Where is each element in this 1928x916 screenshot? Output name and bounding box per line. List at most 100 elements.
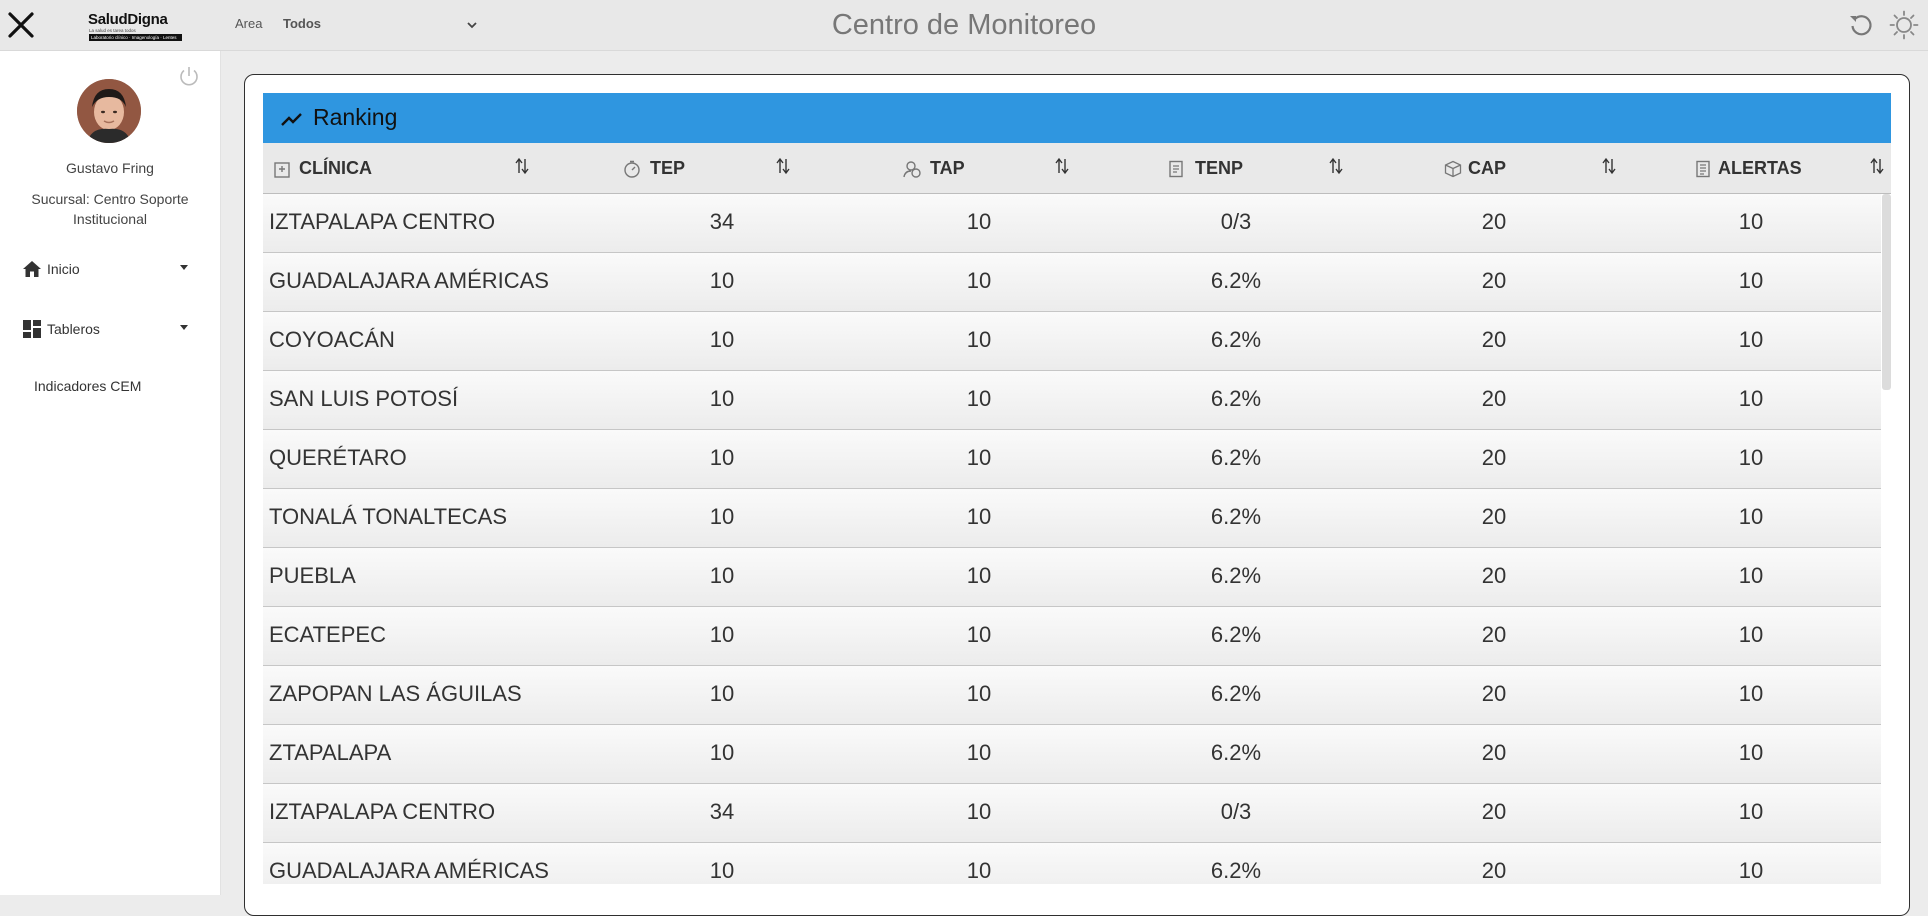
cell-alertas: 10 (1738, 445, 1764, 470)
column-label: TAP (930, 158, 965, 178)
cell-tap: 10 (966, 504, 992, 529)
page-title: Centro de Monitoreo (831, 9, 1097, 41)
cell-tap: 10 (966, 681, 992, 706)
logo-tagline: La salud es tarea todos (89, 28, 136, 33)
column-label: ALERTAS (1718, 158, 1802, 178)
cell-alertas: 10 (1738, 799, 1764, 824)
table-row[interactable]: QUERÉTARO 10 10 6.2% 20 10 (263, 430, 1881, 489)
column-label: TENP (1195, 158, 1244, 178)
sidebar-item-inicio[interactable]: Inicio (0, 249, 220, 289)
cell-cap: 20 (1481, 681, 1507, 706)
table-body: IZTAPALAPA CENTRO 34 10 0/3 20 10 GUADAL… (263, 194, 1891, 884)
timer-icon (624, 160, 640, 178)
column-alertas: ALERTAS (1694, 143, 1889, 193)
cell-tap: 10 (966, 563, 992, 588)
cell-cap: 20 (1481, 858, 1507, 883)
column-cap: CAP (1444, 143, 1634, 193)
table-row[interactable]: COYOACÁN 10 10 6.2% 20 10 (263, 312, 1881, 371)
dashboard-icon (23, 320, 41, 338)
sort-icon[interactable] (514, 157, 530, 175)
power-icon[interactable] (177, 64, 201, 88)
cell-clinica: COYOACÁN (269, 327, 395, 352)
ranking-header: Ranking (263, 93, 1891, 143)
cell-tep: 10 (709, 563, 735, 588)
cell-tep: 10 (709, 386, 735, 411)
cell-clinica: GUADALAJARA AMÉRICAS (269, 858, 549, 883)
refresh-icon[interactable] (1847, 11, 1875, 39)
cell-tenp: 6.2% (1210, 858, 1262, 883)
table-scrollbar[interactable] (1882, 194, 1891, 390)
column-clinica: CLÍNICA (263, 143, 533, 193)
cell-alertas: 10 (1738, 386, 1764, 411)
sidebar-subitem-indicadores-cem[interactable]: Indicadores CEM (0, 371, 220, 401)
table-row[interactable]: TONALÁ TONALTECAS 10 10 6.2% 20 10 (263, 489, 1881, 548)
trending-up-icon (281, 113, 302, 126)
chevron-down-icon (467, 22, 477, 29)
sidebar-item-tableros[interactable]: Tableros (0, 309, 220, 349)
column-tenp: TENP (1168, 143, 1358, 193)
cell-alertas: 10 (1738, 268, 1764, 293)
cell-clinica: GUADALAJARA AMÉRICAS (269, 268, 549, 293)
home-icon (23, 261, 41, 277)
table-row[interactable]: IZTAPALAPA CENTRO 34 10 0/3 20 10 (263, 784, 1881, 843)
cell-tap: 10 (966, 327, 992, 352)
sort-icon[interactable] (775, 157, 791, 175)
sort-icon[interactable] (1054, 157, 1070, 175)
table-row[interactable]: GUADALAJARA AMÉRICAS 10 10 6.2% 20 10 (263, 253, 1881, 312)
top-bar: SaludDigna La salud es tarea todos Labor… (0, 0, 1928, 51)
cell-cap: 20 (1481, 504, 1507, 529)
caret-down-icon (180, 325, 188, 330)
cell-cap: 20 (1481, 386, 1507, 411)
table-row[interactable]: SAN LUIS POTOSÍ 10 10 6.2% 20 10 (263, 371, 1881, 430)
box-icon (1444, 160, 1462, 178)
cell-tap: 10 (966, 740, 992, 765)
table-row[interactable]: ECATEPEC 10 10 6.2% 20 10 (263, 607, 1881, 666)
cell-tenp: 0/3 (1220, 799, 1252, 824)
sort-icon[interactable] (1601, 157, 1617, 175)
table-row[interactable]: IZTAPALAPA CENTRO 34 10 0/3 20 10 (263, 194, 1881, 253)
cell-tenp: 6.2% (1210, 563, 1262, 588)
cell-tap: 10 (966, 445, 992, 470)
cell-cap: 20 (1481, 563, 1507, 588)
cell-tenp: 0/3 (1220, 209, 1252, 234)
cell-tap: 10 (966, 799, 992, 824)
ranking-title: Ranking (313, 104, 398, 130)
cell-clinica: PUEBLA (269, 563, 356, 588)
close-icon[interactable] (6, 10, 36, 40)
report-icon (1169, 160, 1183, 178)
caret-down-icon (180, 265, 188, 270)
table-row[interactable]: ZTAPALAPA 10 10 6.2% 20 10 (263, 725, 1881, 784)
cell-tep: 10 (709, 622, 735, 647)
table-row[interactable]: PUEBLA 10 10 6.2% 20 10 (263, 548, 1881, 607)
cell-tap: 10 (966, 386, 992, 411)
cell-cap: 20 (1481, 327, 1507, 352)
sun-icon[interactable] (1889, 10, 1919, 40)
column-label: CLÍNICA (299, 158, 372, 178)
cell-clinica: ZTAPALAPA (269, 740, 392, 765)
clinic-icon (274, 162, 290, 178)
cell-cap: 20 (1481, 268, 1507, 293)
column-label: CAP (1468, 158, 1507, 178)
table-row[interactable]: GUADALAJARA AMÉRICAS 10 10 6.2% 20 10 (263, 843, 1881, 884)
cell-tep: 10 (709, 740, 735, 765)
user-branch: Sucursal: Centro Soporte Institucional (31, 191, 189, 227)
cell-clinica: ZAPOPAN LAS ÁGUILAS (269, 681, 522, 706)
cell-cap: 20 (1481, 799, 1507, 824)
saluddigna-logo: SaludDigna La salud es tarea todos Labor… (87, 11, 185, 43)
cell-tenp: 6.2% (1210, 681, 1262, 706)
sidebar-subitem-label: Indicadores CEM (34, 378, 142, 394)
table-row[interactable]: ZAPOPAN LAS ÁGUILAS 10 10 6.2% 20 10 (263, 666, 1881, 725)
cell-tap: 10 (966, 209, 992, 234)
cell-tep: 10 (709, 858, 735, 883)
cell-tep: 10 (709, 504, 735, 529)
sort-icon[interactable] (1869, 157, 1885, 175)
cell-clinica: IZTAPALAPA CENTRO (269, 209, 496, 234)
cell-tenp: 6.2% (1210, 622, 1262, 647)
sidebar-item-label: Tableros (47, 321, 100, 337)
cell-clinica: TONALÁ TONALTECAS (269, 504, 508, 529)
sort-icon[interactable] (1328, 157, 1344, 175)
area-select[interactable]: Todos (283, 10, 479, 38)
user-clock-icon (903, 161, 921, 178)
column-tep: TEP (623, 143, 803, 193)
cell-tenp: 6.2% (1210, 504, 1262, 529)
